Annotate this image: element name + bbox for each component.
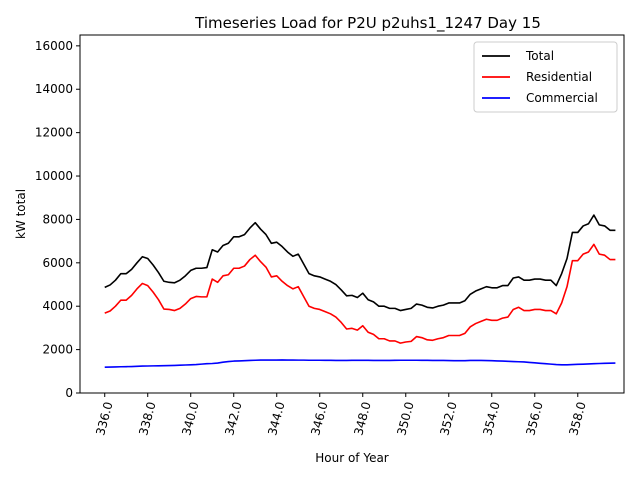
- plot-frame: [79, 34, 625, 394]
- y-tick-label: 16000: [35, 39, 73, 53]
- legend-label-residential: Residential: [526, 70, 592, 84]
- series-line-residential: [104, 243, 616, 344]
- series-line-commercial: [104, 359, 616, 368]
- y-tick-label: 0: [65, 386, 73, 400]
- y-axis-label: kW total: [14, 189, 28, 239]
- legend-box: [473, 41, 618, 113]
- chart-title: Timeseries Load for P2U p2uhs1_1247 Day …: [194, 14, 541, 33]
- legend-label-total: Total: [525, 49, 554, 63]
- y-tick-label: 8000: [42, 212, 73, 226]
- legend: Total Residential Commercial: [473, 41, 618, 113]
- y-tick-label: 12000: [35, 126, 73, 140]
- y-tick-label: 6000: [42, 256, 73, 270]
- series-line-total: [104, 214, 616, 312]
- y-tick-label: 14000: [35, 82, 73, 96]
- y-tick-label: 2000: [42, 343, 73, 357]
- y-axis: 0 2000 4000 6000 8000 10000 12000 14000 16000: [35, 39, 80, 400]
- x-axis-label: Hour of Year: [315, 451, 389, 465]
- y-tick-label: 10000: [35, 169, 73, 183]
- y-tick-label: 4000: [42, 299, 73, 313]
- series-layer: [104, 214, 616, 368]
- legend-label-commercial: Commercial: [526, 91, 598, 105]
